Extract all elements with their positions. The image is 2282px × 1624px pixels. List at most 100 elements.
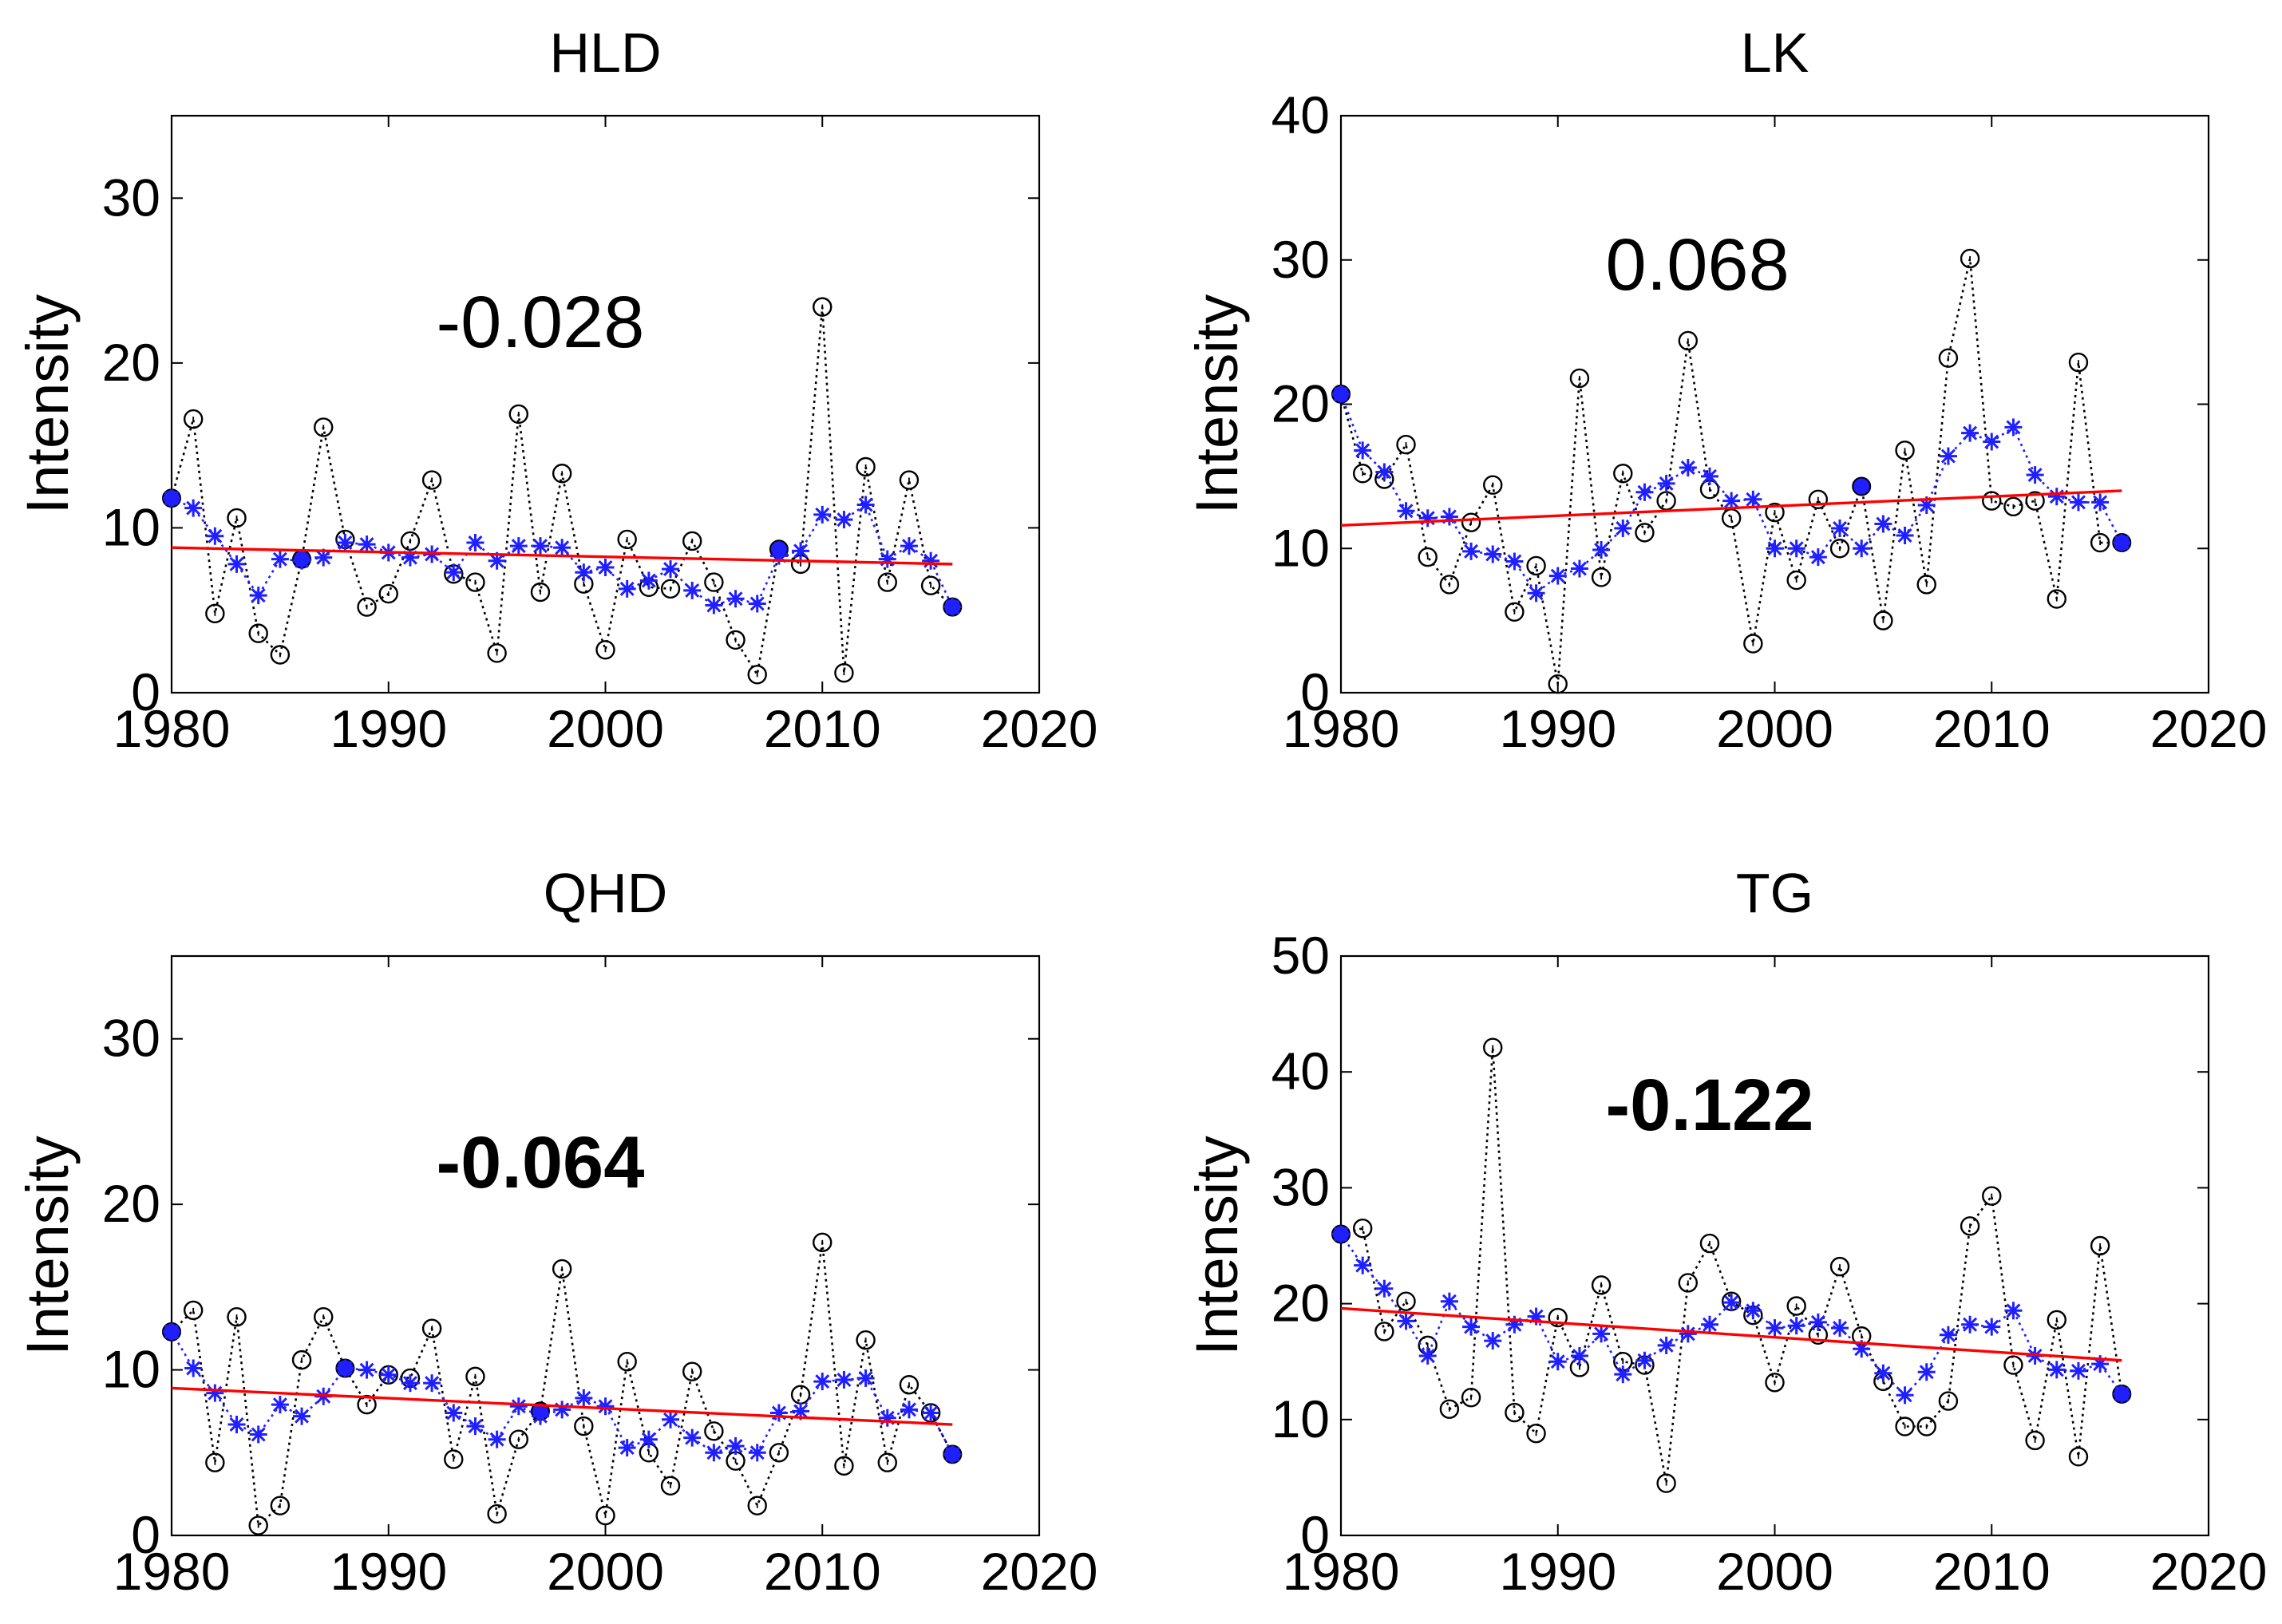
smoothed-point: [466, 534, 484, 552]
smoothed-point: [163, 489, 180, 508]
annual-point-highlighted: [1852, 476, 1872, 496]
smoothed-point: [1354, 1256, 1372, 1274]
annual-point: [270, 645, 291, 665]
x-tick-label: 2000: [1716, 699, 1833, 758]
annual-point: [552, 464, 572, 484]
smoothed-point: [900, 1401, 918, 1419]
annual-point: [1960, 1216, 1980, 1236]
smoothed-point: [943, 1445, 962, 1464]
annual-point: [291, 1349, 312, 1370]
smoothed-point: [206, 527, 224, 545]
smoothed-point: [184, 499, 203, 517]
plot-frame: [170, 114, 1041, 694]
smoothed-point: [1744, 490, 1762, 508]
smoothed-point: [575, 1389, 593, 1407]
annual-point: [1352, 1219, 1373, 1239]
smoothed-point: [2026, 466, 2044, 484]
annual-point: [1548, 1307, 1568, 1328]
annual-point: [421, 1318, 442, 1338]
smoothed-point: [293, 551, 311, 570]
smoothed-point: [1874, 515, 1892, 533]
annual-point: [2003, 1355, 2023, 1375]
annual-point: [1895, 1417, 1915, 1436]
annual-point: [227, 508, 247, 528]
annual-point: [1569, 368, 1590, 389]
smoothed-point: [227, 555, 246, 573]
smoothed-point: [1722, 492, 1741, 510]
smoothed-point: [1375, 1279, 1394, 1298]
annual-point: [2090, 1235, 2110, 1256]
smoothed-point: [835, 1371, 853, 1389]
smoothed-point: [2069, 1361, 2087, 1380]
annual-point: [813, 1232, 833, 1253]
y-tick-label: 20: [102, 1174, 160, 1233]
smoothed-point: [1917, 496, 1936, 515]
annual-point: [1982, 1186, 2002, 1206]
chart-title: LK: [1741, 22, 1809, 84]
annual-point: [1505, 1402, 1525, 1423]
annual-point: [2068, 352, 2089, 373]
annual-point: [682, 531, 702, 551]
annual-point: [1895, 441, 1915, 460]
annual-point: [1483, 475, 1503, 495]
smoothed-point: [1722, 1294, 1741, 1312]
smoothed-point: [553, 539, 571, 557]
annual-point: [1396, 434, 1416, 455]
smoothed-point: [683, 1428, 702, 1447]
x-tick-label: 2000: [547, 699, 664, 758]
annual-point: [1873, 610, 1893, 630]
smoothed-point: [1700, 467, 1718, 485]
y-tick-label: 20: [1272, 1274, 1330, 1333]
y-axis-label: Intensity: [1184, 294, 1250, 515]
x-tick-label: 1980: [113, 699, 231, 758]
annual-point: [1526, 555, 1546, 576]
smoothed-point: [401, 1374, 419, 1393]
smoothed-point: [1874, 1364, 1892, 1382]
smoothed-point: [1809, 1313, 1827, 1331]
annual-point: [2047, 589, 2066, 609]
annual-point: [747, 665, 767, 685]
annual-point: [1699, 1233, 1720, 1254]
smoothed-point: [792, 542, 810, 560]
annual-point: [2025, 1430, 2045, 1451]
annual-point: [813, 297, 833, 317]
x-tick-label: 1990: [1499, 699, 1616, 758]
y-tick-label: 30: [102, 1009, 160, 1068]
x-tick-label: 2000: [1716, 1542, 1833, 1601]
x-tick-label: 1980: [113, 1542, 231, 1601]
smoothed-point: [249, 587, 267, 605]
annual-point: [227, 1306, 247, 1327]
annual-point: [595, 640, 615, 660]
annual-point: [508, 404, 528, 425]
x-tick-label: 2010: [764, 699, 881, 758]
smoothed-point: [1831, 519, 1849, 537]
smoothed-point: [1462, 1318, 1481, 1336]
annual-point: [899, 1375, 920, 1395]
annual-point: [660, 1476, 681, 1496]
x-tick-label: 2000: [547, 1542, 664, 1601]
annual-point: [1960, 248, 1980, 269]
smoothed-point: [293, 1407, 311, 1425]
smoothed-point: [509, 537, 528, 555]
smoothed-point: [1505, 552, 1524, 571]
smoothed-point: [2047, 1361, 2066, 1379]
smoothed-point: [639, 571, 658, 590]
smoothed-point: [184, 1359, 203, 1377]
smoothed-point: [2004, 1302, 2023, 1320]
smoothed-point: [1700, 1315, 1718, 1334]
annual-point: [1808, 489, 1829, 509]
annual-point: [1765, 1373, 1785, 1393]
annual-point: [465, 572, 485, 592]
smoothed-point: [618, 579, 636, 598]
smoothed-point: [1614, 519, 1632, 537]
annual-point: [2068, 1447, 2089, 1467]
smoothed-point: [878, 550, 896, 568]
smoothed-point: [1853, 539, 1871, 558]
chart-title: TG: [1736, 862, 1813, 924]
annual-point: [595, 1505, 615, 1526]
smoothed-point: [1548, 1353, 1567, 1371]
smoothed-point: [1787, 539, 1805, 558]
smoothed-point: [943, 598, 962, 616]
annual-point: [2003, 496, 2023, 517]
